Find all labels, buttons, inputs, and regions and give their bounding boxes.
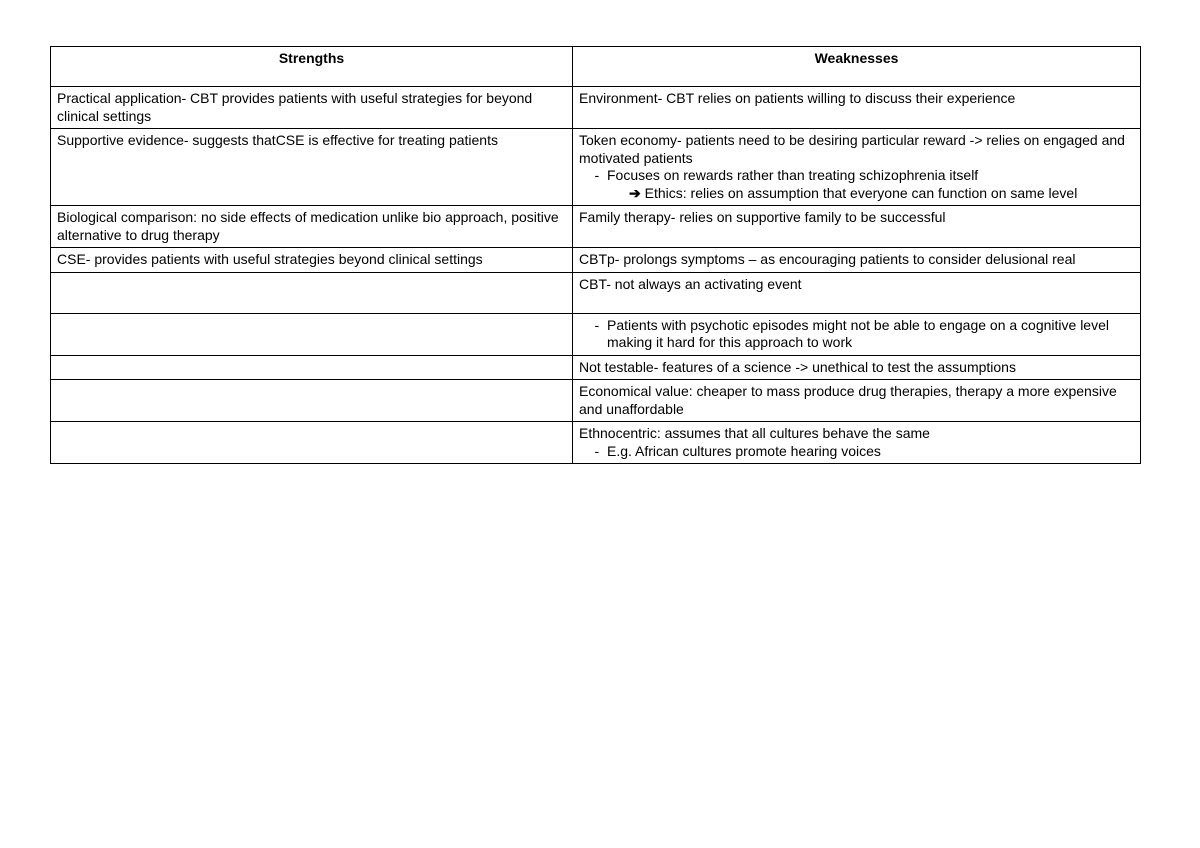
- list-item: Focuses on rewards rather than treating …: [607, 167, 1134, 202]
- bullet-list: Patients with psychotic episodes might n…: [579, 317, 1134, 352]
- header-strengths: Strengths: [51, 47, 573, 87]
- cell-strength: [51, 380, 573, 422]
- list-item-text: Focuses on rewards rather than treating …: [607, 167, 978, 183]
- table-row: Biological comparison: no side effects o…: [51, 206, 1141, 248]
- cell-strength: [51, 313, 573, 355]
- cell-strength: Practical application- CBT provides pati…: [51, 87, 573, 129]
- sub-list: Ethics: relies on assumption that everyo…: [607, 185, 1134, 203]
- cell-weakness: Environment- CBT relies on patients will…: [573, 87, 1141, 129]
- cell-weakness: Not testable- features of a science -> u…: [573, 355, 1141, 380]
- cell-weakness: CBT- not always an activating event: [573, 272, 1141, 313]
- list-item: Patients with psychotic episodes might n…: [607, 317, 1134, 352]
- cell-weakness: CBTp- prolongs symptoms – as encouraging…: [573, 248, 1141, 273]
- cell-weakness: Ethnocentric: assumes that all cultures …: [573, 422, 1141, 464]
- list-item-arrow: Ethics: relies on assumption that everyo…: [629, 185, 1134, 203]
- cell-strength: [51, 272, 573, 313]
- cell-weakness: Token economy- patients need to be desir…: [573, 129, 1141, 206]
- table-row: Ethnocentric: assumes that all cultures …: [51, 422, 1141, 464]
- cell-weakness-text: CBT- not always an activating event: [579, 276, 1134, 310]
- cell-strength: [51, 422, 573, 464]
- cell-weakness: Family therapy- relies on supportive fam…: [573, 206, 1141, 248]
- list-item: E.g. African cultures promote hearing vo…: [607, 443, 1134, 461]
- cell-strength: [51, 355, 573, 380]
- table-row: Not testable- features of a science -> u…: [51, 355, 1141, 380]
- header-weaknesses: Weaknesses: [573, 47, 1141, 87]
- table-row: CBT- not always an activating event: [51, 272, 1141, 313]
- cell-weakness: Economical value: cheaper to mass produc…: [573, 380, 1141, 422]
- table-row: Patients with psychotic episodes might n…: [51, 313, 1141, 355]
- cell-weakness: Patients with psychotic episodes might n…: [573, 313, 1141, 355]
- cell-strength: Supportive evidence- suggests thatCSE is…: [51, 129, 573, 206]
- table-row: Supportive evidence- suggests thatCSE is…: [51, 129, 1141, 206]
- cell-strength: Biological comparison: no side effects o…: [51, 206, 573, 248]
- table-row: Economical value: cheaper to mass produc…: [51, 380, 1141, 422]
- document-page: Strengths Weaknesses Practical applicati…: [0, 0, 1200, 464]
- bullet-list: Focuses on rewards rather than treating …: [579, 167, 1134, 202]
- table-row: CSE- provides patients with useful strat…: [51, 248, 1141, 273]
- cell-strength: CSE- provides patients with useful strat…: [51, 248, 573, 273]
- cell-weakness-main: Ethnocentric: assumes that all cultures …: [579, 425, 1134, 443]
- strengths-weaknesses-table: Strengths Weaknesses Practical applicati…: [50, 46, 1141, 464]
- table-row: Practical application- CBT provides pati…: [51, 87, 1141, 129]
- cell-weakness-main: Token economy- patients need to be desir…: [579, 132, 1134, 167]
- bullet-list: E.g. African cultures promote hearing vo…: [579, 443, 1134, 461]
